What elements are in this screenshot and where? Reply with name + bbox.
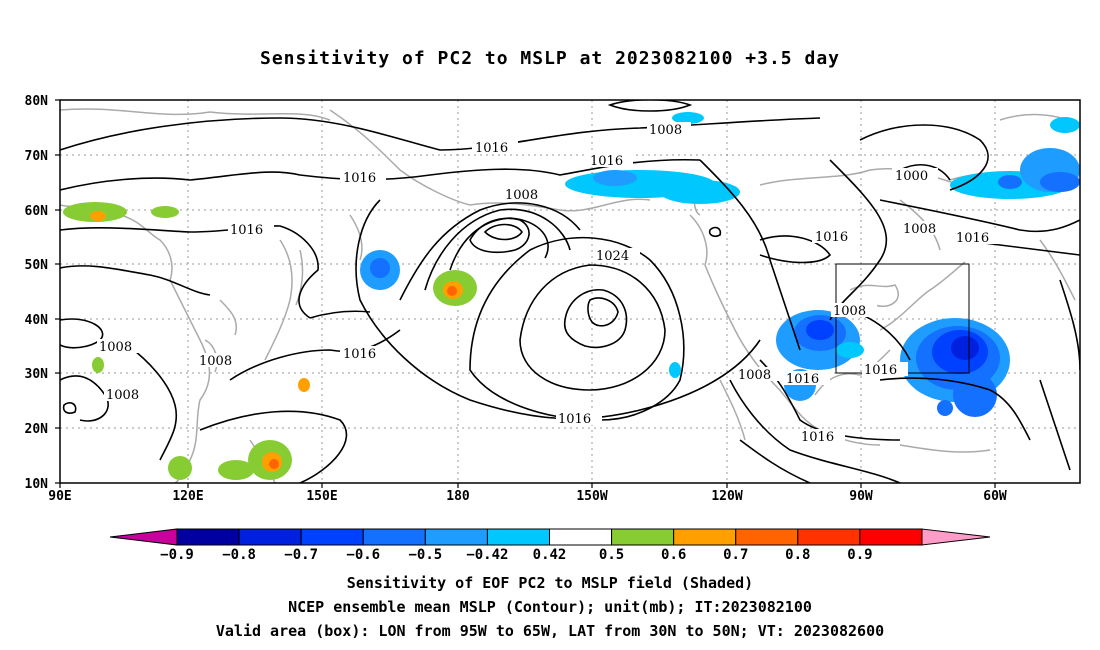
lon-label: 60W — [983, 489, 1007, 504]
lon-axis-labels: 90E 120E 150E 180 150W 120W 90W 60W — [48, 489, 1007, 504]
colorbar-tick-label: −0.5 — [408, 547, 442, 563]
map-frame — [59, 99, 1081, 484]
contour-label: 1008 — [649, 123, 682, 138]
colorbar-swatch — [362, 528, 426, 546]
contour-label: 1024 — [596, 249, 629, 264]
colorbar-tick-label: 0.8 — [785, 547, 810, 563]
colorbar-tick-label: −0.8 — [222, 547, 256, 563]
colorbar-swatch — [673, 528, 737, 546]
contour-label: 1000 — [895, 169, 928, 184]
lat-label: 40N — [25, 313, 49, 328]
contour-label: 1016 — [801, 430, 834, 445]
contour-label: 1016 — [786, 372, 819, 387]
lat-label: 10N — [25, 477, 49, 492]
shading — [63, 112, 1080, 480]
axis-ticks — [55, 99, 996, 488]
colorbar-tick-label: −0.9 — [160, 547, 194, 563]
colorbar-swatch — [735, 528, 799, 546]
gridlines — [60, 100, 1080, 483]
colorbar-tick-label: 0.5 — [599, 547, 624, 563]
contour-label: 1008 — [199, 354, 232, 369]
lon-label: 180 — [446, 489, 470, 504]
contour-label: 1008 — [505, 188, 538, 203]
lat-label: 80N — [25, 94, 49, 109]
contour-label: 1008 — [99, 340, 132, 355]
contour-label: 1008 — [833, 304, 866, 319]
colorbar-swatch — [176, 528, 240, 546]
lon-label: 90W — [849, 489, 873, 504]
colorbar-swatch — [859, 528, 923, 546]
contour-label: 1016 — [864, 363, 897, 378]
map-title: Sensitivity of PC2 to MSLP at 2023082100… — [259, 48, 840, 69]
lat-label: 30N — [25, 367, 49, 382]
lon-label: 90E — [48, 489, 71, 504]
contour-label: 1008 — [738, 368, 771, 383]
contour-label: 1008 — [903, 222, 936, 237]
caption-line-2: NCEP ensemble mean MSLP (Contour); unit(… — [288, 598, 812, 616]
contour-label: 1016 — [343, 171, 376, 186]
lat-label: 70N — [25, 149, 49, 164]
contour-label: 1016 — [558, 412, 591, 427]
colorbar-tick-label: 0.7 — [723, 547, 748, 563]
colorbar-swatch — [300, 528, 364, 546]
contour-label: 1016 — [475, 141, 508, 156]
colorbar-tick-label: −0.42 — [466, 547, 508, 563]
contour-labels: 1016 1008 1016 1016 1008 1016 1000 1008 … — [97, 122, 1000, 445]
lat-label: 20N — [25, 422, 49, 437]
lon-label: 150E — [306, 489, 337, 504]
contour-label: 1016 — [230, 223, 263, 238]
lon-label: 120E — [172, 489, 203, 504]
colorbar-swatch — [549, 528, 613, 546]
colorbar-right-tip — [921, 528, 991, 546]
contour-label: 1016 — [815, 230, 848, 245]
caption-line-3: Valid area (box): LON from 95W to 65W, L… — [215, 622, 885, 640]
colorbar-swatch — [238, 528, 302, 546]
lat-label: 60N — [25, 204, 49, 219]
lat-axis-labels: 80N 70N 60N 50N 40N 30N 20N 10N — [25, 94, 49, 492]
colorbar-tick-label: −0.7 — [284, 547, 318, 563]
colorbar-swatch — [486, 528, 550, 546]
colorbar-tick-label: 0.42 — [533, 547, 567, 563]
colorbar-tick-label: 0.6 — [661, 547, 686, 563]
contour-label: 1008 — [106, 388, 139, 403]
colorbar-tick-label: −0.6 — [346, 547, 380, 563]
contour-label: 1016 — [343, 347, 376, 362]
lon-label: 150W — [576, 489, 607, 504]
colorbar-swatch — [797, 528, 861, 546]
contour-label: 1016 — [590, 154, 623, 169]
lon-label: 120W — [711, 489, 742, 504]
colorbar-labels: −0.9 −0.8 −0.7 −0.6 −0.5 −0.42 0.42 0.5 0.6 0.7 0.… — [160, 547, 872, 563]
lat-label: 50N — [25, 258, 49, 273]
colorbar-tick-label: 0.9 — [847, 547, 872, 563]
coastlines — [60, 108, 1080, 483]
colorbar-left-tip — [109, 528, 178, 546]
caption-line-1: Sensitivity of EOF PC2 to MSLP field (Sh… — [346, 574, 754, 592]
colorbar — [109, 528, 991, 546]
colorbar-swatch — [424, 528, 488, 546]
colorbar-swatch — [611, 528, 675, 546]
contour-label: 1016 — [956, 231, 989, 246]
